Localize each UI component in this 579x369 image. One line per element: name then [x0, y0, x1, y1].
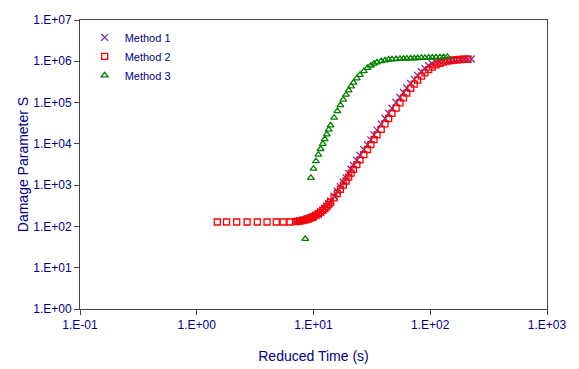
svg-text:1.E+00: 1.E+00 — [33, 302, 72, 316]
svg-text:1.E+02: 1.E+02 — [33, 220, 72, 234]
svg-text:1.E+05: 1.E+05 — [33, 96, 72, 110]
svg-text:1.E+03: 1.E+03 — [33, 178, 72, 192]
svg-text:1.E+04: 1.E+04 — [33, 137, 72, 151]
svg-text:1.E+06: 1.E+06 — [33, 54, 72, 68]
svg-text:1.E+03: 1.E+03 — [528, 318, 567, 332]
svg-text:1.E+01: 1.E+01 — [33, 261, 72, 275]
svg-text:1.E-01: 1.E-01 — [62, 318, 98, 332]
svg-text:Reduced Time (s): Reduced Time (s) — [258, 348, 368, 364]
svg-text:1.E+07: 1.E+07 — [33, 13, 72, 27]
svg-text:1.E+01: 1.E+01 — [294, 318, 333, 332]
svg-text:Method 1: Method 1 — [125, 32, 171, 44]
svg-text:Method 3: Method 3 — [125, 70, 171, 82]
svg-text:Damage Parameter S: Damage Parameter S — [15, 97, 31, 232]
svg-text:1.E+00: 1.E+00 — [178, 318, 217, 332]
svg-text:Method 2: Method 2 — [125, 51, 171, 63]
svg-text:1.E+02: 1.E+02 — [411, 318, 450, 332]
